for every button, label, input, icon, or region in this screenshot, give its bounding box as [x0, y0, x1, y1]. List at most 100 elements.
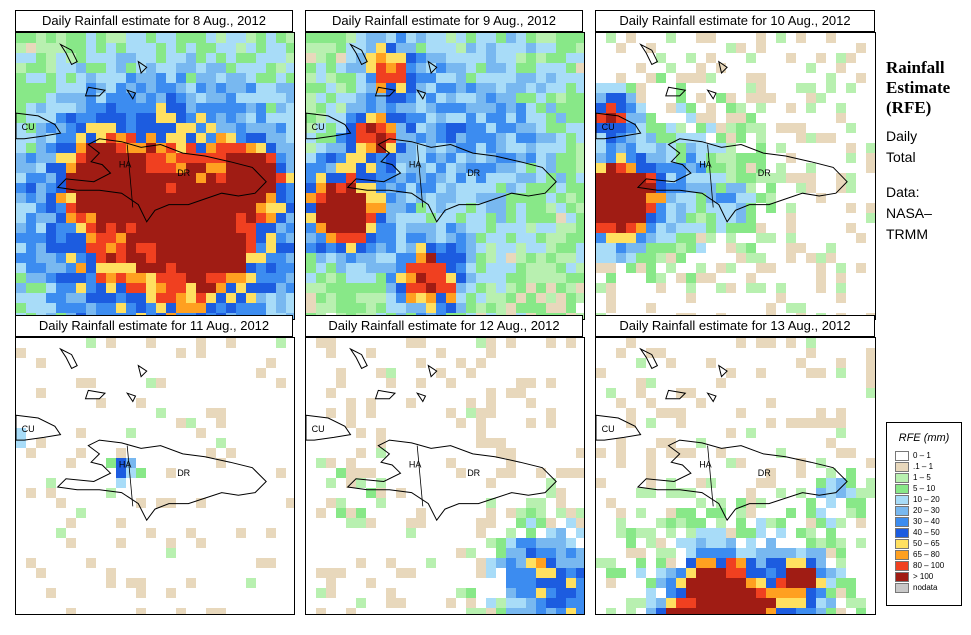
rainfall-cell: [356, 428, 366, 438]
rainfall-cell: [736, 253, 746, 263]
rainfall-cell: [346, 508, 356, 518]
rainfall-cell: [466, 303, 476, 313]
rainfall-cell: [706, 608, 716, 614]
rainfall-cell: [426, 273, 436, 283]
rainfall-cell: [436, 273, 446, 283]
rainfall-cell: [676, 133, 686, 143]
rainfall-cell: [646, 223, 656, 233]
rainfall-cell: [866, 143, 875, 153]
rainfall-cell: [696, 223, 706, 233]
rainfall-cell: [646, 173, 656, 183]
rainfall-cell: [396, 133, 406, 143]
rainfall-cell: [486, 143, 496, 153]
rainfall-cell: [506, 223, 516, 233]
rainfall-cell: [516, 53, 526, 63]
rainfall-cell: [596, 123, 606, 133]
rainfall-cell: [726, 558, 736, 568]
rainfall-cell: [736, 548, 746, 558]
rainfall-cell: [736, 608, 746, 614]
rainfall-cell: [126, 253, 136, 263]
rainfall-cell: [806, 538, 816, 548]
rainfall-cell: [356, 468, 366, 478]
rainfall-cell: [246, 283, 256, 293]
rainfall-cell: [336, 53, 346, 63]
rainfall-cell: [366, 113, 376, 123]
rainfall-cell: [56, 293, 66, 303]
rainfall-cell: [516, 33, 526, 43]
rainfall-cell: [176, 73, 186, 83]
rainfall-cell: [716, 63, 726, 73]
rainfall-cell: [676, 418, 686, 428]
rainfall-cell: [746, 173, 756, 183]
rainfall-cell: [826, 588, 836, 598]
rainfall-cell: [636, 63, 646, 73]
rainfall-cell: [486, 538, 496, 548]
rainfall-cell: [486, 568, 496, 578]
rainfall-cell: [836, 588, 846, 598]
rainfall-cell: [246, 173, 256, 183]
rainfall-cell: [136, 123, 146, 133]
rainfall-cell: [776, 283, 786, 293]
rainfall-cell: [596, 558, 606, 568]
rainfall-cell: [506, 598, 516, 608]
rainfall-cell: [796, 568, 806, 578]
rainfall-cell: [766, 538, 776, 548]
rainfall-cell: [76, 253, 86, 263]
rainfall-cell: [96, 63, 106, 73]
rainfall-cell: [346, 153, 356, 163]
rainfall-cell: [196, 173, 206, 183]
rainfall-cell: [576, 183, 584, 193]
rainfall-cell: [576, 568, 584, 578]
country-label-dr: DR: [758, 468, 771, 478]
rainfall-cell: [546, 418, 556, 428]
legend-label: 65 – 80: [913, 549, 940, 559]
rainfall-cell: [546, 273, 556, 283]
rainfall-cell: [316, 173, 326, 183]
rainfall-cell: [176, 83, 186, 93]
rainfall-cell: [566, 548, 576, 558]
rainfall-cell: [176, 233, 186, 243]
rainfall-cell: [736, 338, 746, 348]
rainfall-cell: [626, 213, 636, 223]
rainfall-cell: [56, 143, 66, 153]
rainfall-cell: [506, 273, 516, 283]
rainfall-cell: [776, 488, 786, 498]
rainfall-cell: [306, 193, 316, 203]
rainfall-cell: [626, 538, 636, 548]
rainfall-cell: [56, 233, 66, 243]
rainfall-cell: [676, 83, 686, 93]
rainfall-cell: [246, 123, 256, 133]
rainfall-cell: [476, 283, 486, 293]
rainfall-cell: [656, 223, 666, 233]
rainfall-cell: [536, 163, 546, 173]
rainfall-cell: [466, 193, 476, 203]
rainfall-cell: [546, 598, 556, 608]
rainfall-cell: [386, 303, 396, 313]
rainfall-cell: [226, 293, 236, 303]
rainfall-cell: [56, 133, 66, 143]
rainfall-cell: [556, 253, 566, 263]
rainfall-cell: [476, 103, 486, 113]
legend-swatch: [895, 516, 909, 527]
rainfall-cell: [616, 83, 626, 93]
rainfall-cell: [156, 33, 166, 43]
rainfall-cell: [526, 123, 536, 133]
rainfall-cell: [366, 253, 376, 263]
rainfall-cell: [496, 438, 506, 448]
rainfall-cell: [816, 418, 826, 428]
rainfall-cell: [786, 303, 796, 313]
rainfall-cell: [346, 518, 356, 528]
rainfall-cell: [256, 113, 266, 123]
rainfall-cell: [556, 468, 566, 478]
rainfall-cell: [746, 598, 756, 608]
rainfall-cell: [186, 93, 196, 103]
rainfall-cell: [836, 488, 846, 498]
rainfall-cell: [186, 303, 196, 313]
rainfall-cell: [706, 568, 716, 578]
rainfall-cell: [416, 153, 426, 163]
rainfall-cell: [96, 123, 106, 133]
rainfall-cell: [416, 43, 426, 53]
rainfall-cell: [506, 548, 516, 558]
rainfall-cell: [766, 263, 776, 273]
rainfall-cell: [536, 133, 546, 143]
